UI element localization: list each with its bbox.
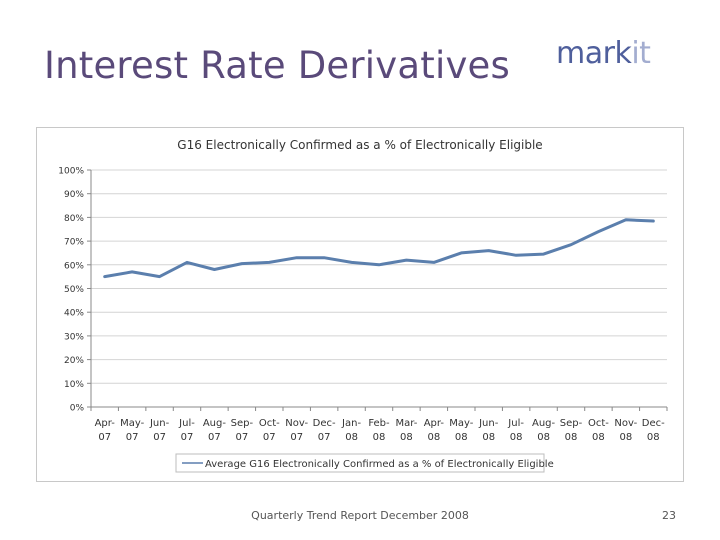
line-chart: G16 Electronically Confirmed as a % of E…: [58, 138, 668, 473]
x-tick-label-month: Nov-: [285, 418, 308, 429]
axes: [87, 169, 668, 411]
x-tick-label-year: 08: [510, 432, 523, 443]
x-tick-label-year: 08: [427, 432, 440, 443]
x-tick-label-month: Apr-: [95, 418, 116, 429]
x-tick-label-month: Jul-: [507, 418, 524, 429]
y-tick-label: 10%: [64, 380, 84, 390]
x-tick-label-month: Aug-: [532, 418, 556, 429]
legend-box: [175, 453, 545, 473]
x-tick-labels: Apr- 07 May- 07 Jun- 07 Jul- 07 Aug- 07 Sep- 07 Oct-…: [95, 418, 666, 443]
x-tick-label-month: Oct-: [259, 418, 280, 429]
x-tick-label-month: May-: [449, 418, 473, 429]
y-tick-labels: 0% 10% 20% 30% 40% 50% 60% 70% 80% 90% 100%: [58, 167, 84, 414]
y-tick-label: 40%: [64, 309, 84, 319]
y-tick-label: 60%: [64, 261, 84, 271]
x-tick-label-year: 07: [181, 432, 194, 443]
x-tick-label-month: Jun-: [149, 418, 170, 429]
chart-title: G16 Electronically Confirmed as a % of E…: [177, 138, 542, 152]
x-tick-label-month: Jun-: [478, 418, 499, 429]
x-tick-label-year: 07: [290, 432, 303, 443]
x-tick-label-month: Feb-: [368, 418, 390, 429]
markit-logo: markit: [556, 36, 651, 71]
x-tick-label-year: 07: [208, 432, 221, 443]
x-tick-label-month: Apr-: [424, 418, 445, 429]
x-tick-label-year: 07: [153, 432, 166, 443]
x-tick-label-year: 08: [455, 432, 468, 443]
x-tick-label-month: Dec-: [642, 418, 665, 429]
gridlines: [91, 169, 667, 384]
y-tick-label: 100%: [58, 167, 84, 177]
x-tick-label-month: Jan-: [341, 418, 361, 429]
chart-frame: G16 Electronically Confirmed as a % of E…: [36, 127, 684, 482]
x-tick-label-year: 07: [126, 432, 139, 443]
y-tick-label: 70%: [64, 238, 84, 248]
series-line: [103, 218, 655, 279]
x-tick-label-month: Sep-: [560, 418, 583, 429]
x-tick-label-year: 07: [235, 432, 248, 443]
logo-primary: mark: [556, 36, 632, 71]
x-tick-label-year: 08: [619, 432, 632, 443]
x-tick-label-month: Sep-: [231, 418, 254, 429]
legend-label: Average G16 Electronically Confirmed as …: [205, 459, 554, 470]
x-tick-label-month: Oct-: [588, 418, 609, 429]
x-tick-label-year: 08: [592, 432, 605, 443]
x-tick-label-year: 08: [373, 432, 386, 443]
x-tick-label-month: Nov-: [614, 418, 637, 429]
y-tick-label: 0%: [70, 404, 85, 414]
x-tick-label-year: 07: [318, 432, 331, 443]
y-tick-label: 50%: [64, 285, 84, 295]
logo-secondary: it: [631, 36, 651, 71]
x-tick-label-month: Mar-: [396, 418, 418, 429]
x-tick-label-year: 08: [400, 432, 413, 443]
y-tick-label: 20%: [64, 356, 84, 366]
x-tick-label-year: 07: [98, 432, 111, 443]
series-lines: [103, 218, 655, 279]
y-tick-label: 90%: [64, 190, 84, 200]
footer-text: Quarterly Trend Report December 2008: [251, 509, 469, 522]
x-tick-label-year: 07: [263, 432, 276, 443]
y-tick-label: 30%: [64, 332, 84, 342]
page-number: 23: [662, 509, 676, 522]
x-tick-label-month: Aug-: [203, 418, 227, 429]
x-tick-label-year: 08: [537, 432, 550, 443]
x-tick-label-year: 08: [565, 432, 578, 443]
x-tick-label-year: 08: [345, 432, 358, 443]
x-tick-label-month: Dec-: [313, 418, 336, 429]
x-tick-label-year: 08: [482, 432, 495, 443]
legend: Average G16 Electronically Confirmed as …: [175, 453, 554, 473]
x-tick-label-month: May-: [120, 418, 144, 429]
x-tick-label-year: 08: [647, 432, 660, 443]
x-tick-label-month: Jul-: [178, 418, 195, 429]
slide-title: Interest Rate Derivatives: [44, 44, 510, 87]
y-tick-label: 80%: [64, 214, 84, 224]
